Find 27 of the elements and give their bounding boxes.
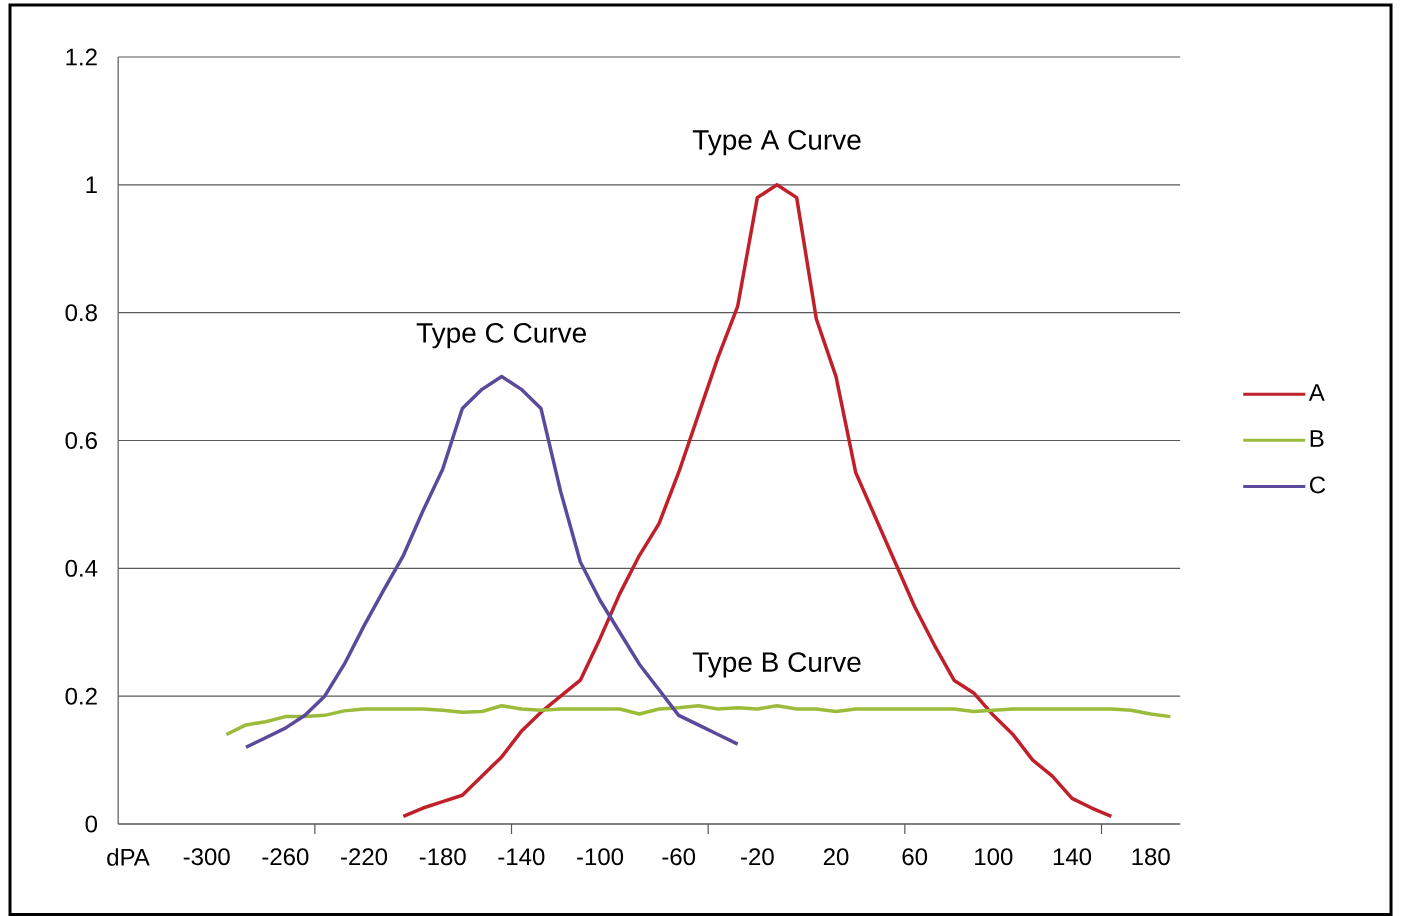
y-tick-label: 1.2 — [66, 48, 97, 66]
legend-label: C — [1309, 476, 1326, 494]
x-tick-label: -260 — [262, 848, 309, 866]
legend-label: B — [1310, 430, 1324, 447]
annotation: Type C Curve — [416, 322, 586, 349]
y-tick-label: 0.6 — [65, 431, 97, 449]
x-tick-label: -100 — [577, 848, 624, 866]
x-tick-label: 180 — [1132, 848, 1170, 866]
legend-label: A — [1308, 384, 1325, 401]
y-tick-label: 0 — [85, 815, 98, 833]
x-tick-label: -20 — [741, 848, 774, 866]
x-tick-label: 20 — [823, 848, 849, 866]
x-tick-label: 60 — [902, 848, 928, 866]
x-tick-label: -140 — [498, 848, 545, 866]
x-tick-label: -60 — [662, 848, 696, 866]
y-tick-label: 1 — [86, 176, 97, 194]
y-tick-label: 0.4 — [65, 559, 98, 577]
x-tick-label: 100 — [975, 848, 1013, 866]
y-tick-label: 0.2 — [65, 687, 97, 705]
x-tick-label: -300 — [183, 848, 230, 866]
x-tick-label: -180 — [419, 848, 466, 866]
x-tick-label: 140 — [1053, 848, 1092, 866]
annotation: Type B Curve — [692, 652, 861, 678]
x-tick-label: dPA — [107, 848, 150, 866]
x-tick-label: -220 — [341, 848, 388, 866]
annotation: Type A Curve — [692, 129, 861, 156]
y-tick-label: 0.8 — [65, 304, 97, 322]
